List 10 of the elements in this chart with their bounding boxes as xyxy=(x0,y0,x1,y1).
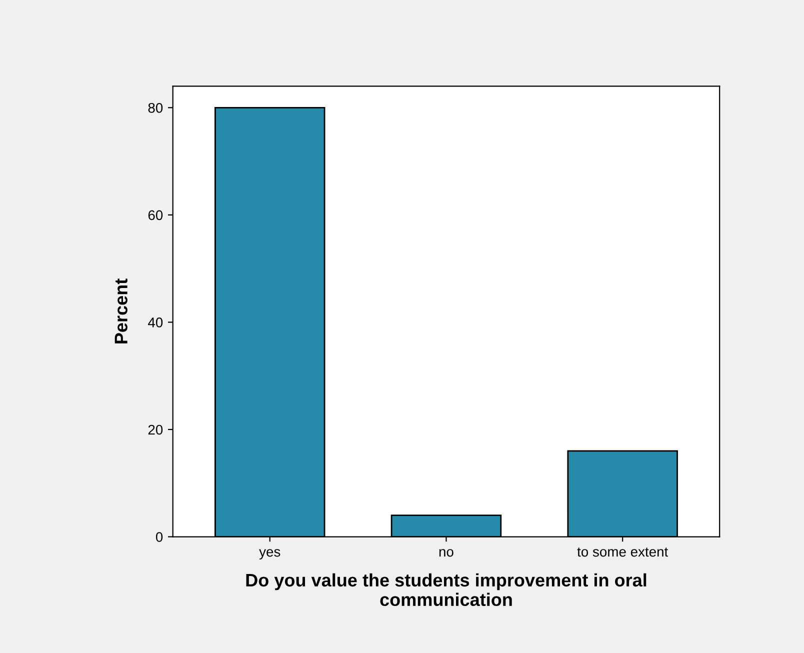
y-tick-label: 60 xyxy=(148,210,163,220)
x-tick-label: to some extent xyxy=(577,548,668,557)
x-tick-label: yes xyxy=(259,549,280,560)
y-tick-label: 0 xyxy=(156,532,163,542)
y-tick-label: 40 xyxy=(148,318,163,328)
x-axis-title: Do you value the students improvement in oral communication xyxy=(246,573,646,606)
y-tick-label: 80 xyxy=(148,102,163,113)
y-tick-label: 20 xyxy=(148,424,163,435)
y-axis-title: Percent xyxy=(114,278,128,344)
x-tick-label: no xyxy=(439,549,454,557)
